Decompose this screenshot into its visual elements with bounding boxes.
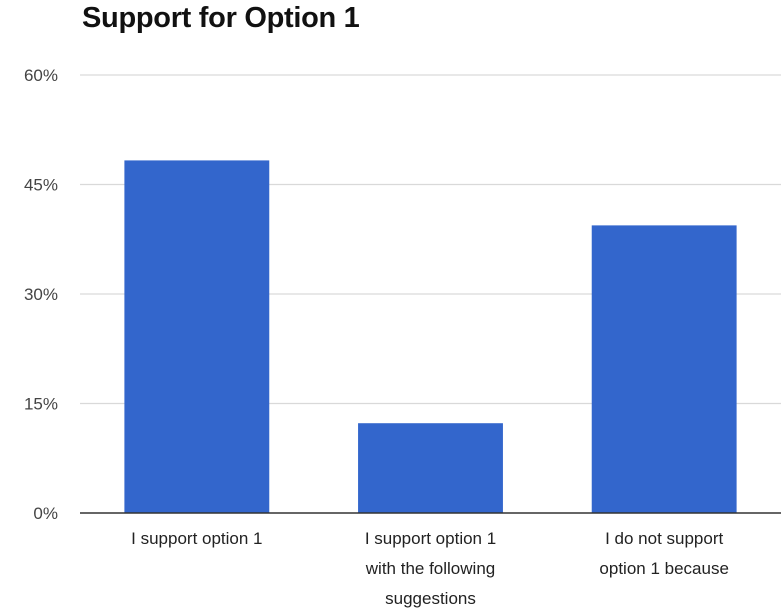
bar (124, 160, 270, 513)
y-tick-label: 30% (24, 285, 58, 304)
y-tick-label: 0% (33, 504, 58, 523)
x-category-label: I do not support option 1 because (599, 529, 729, 578)
bar (591, 225, 737, 513)
y-tick-label: 60% (24, 66, 58, 85)
y-axis-ticks: 0% 15% 30% 45% 60% (24, 66, 58, 523)
y-tick-label: 15% (24, 395, 58, 414)
x-category-label: I support option 1 (131, 529, 262, 548)
chart-title: Support for Option 1 (82, 2, 360, 34)
y-tick-label: 45% (24, 176, 58, 195)
bars (124, 160, 737, 513)
bar (358, 423, 503, 513)
x-axis-category-labels: I support option 1 I support option 1 with… (131, 529, 729, 608)
x-category-label: I support option 1 with the following sugg… (365, 529, 496, 608)
